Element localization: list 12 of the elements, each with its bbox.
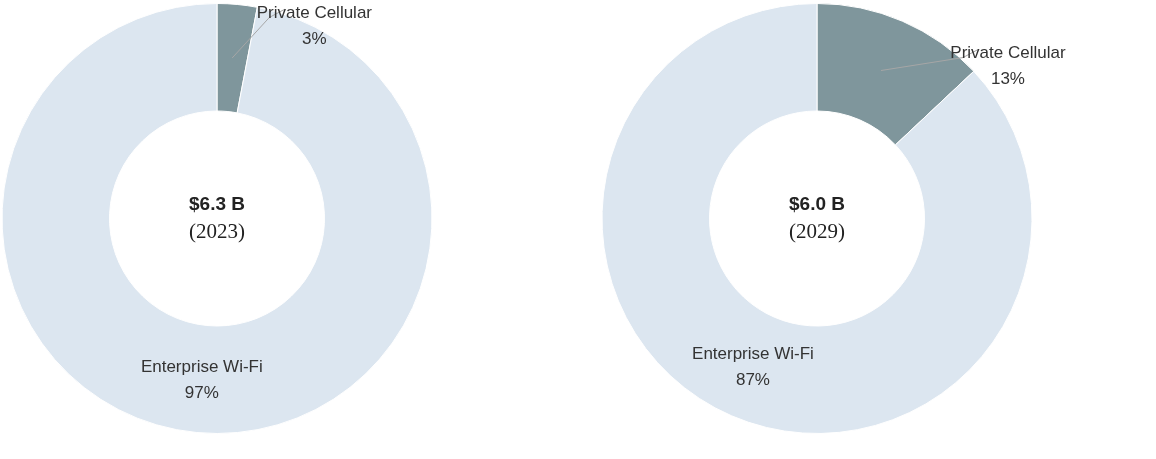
text: (2029) <box>789 219 845 244</box>
slice-label: Private Cellular <box>256 3 373 23</box>
data-label: 97% <box>184 382 219 402</box>
data-label: 87% <box>735 370 770 390</box>
slice-label: Private Cellular <box>950 43 1066 63</box>
slice-label: Enterprise Wi-Fi <box>692 344 814 364</box>
text: (2023) <box>189 219 245 244</box>
data-label: 13% <box>990 69 1025 89</box>
data-label: 3% <box>302 29 327 49</box>
text: $6.3 B <box>189 192 245 214</box>
slice-label: Enterprise Wi-Fi <box>140 356 263 376</box>
text: $6.0 B <box>789 192 845 214</box>
